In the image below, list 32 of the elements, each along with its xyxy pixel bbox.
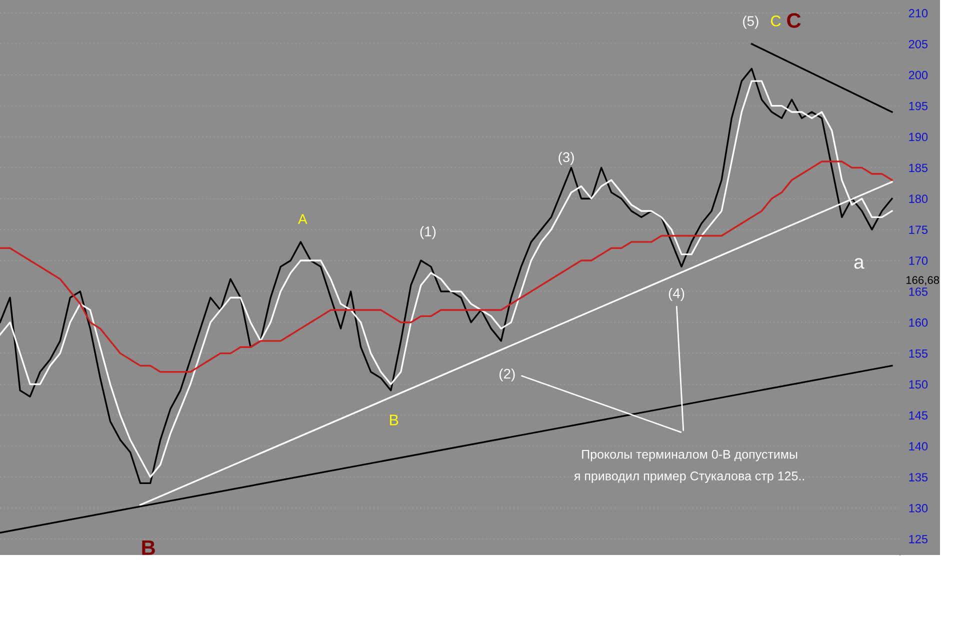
annotation: (3) <box>558 152 574 165</box>
annotation: (4) <box>668 288 684 301</box>
y-tick-label: 190 <box>909 132 928 142</box>
y-tick-label: 160 <box>909 318 928 327</box>
text: 166,68 <box>906 276 940 286</box>
y-tick-label: 140 <box>909 442 928 450</box>
y-tick-label: 180 <box>909 194 928 204</box>
y-tick-label: 205 <box>908 40 928 48</box>
annotation: C <box>787 13 801 28</box>
y-tick-label: 150 <box>909 380 928 389</box>
y-tick-label: 175 <box>909 226 928 234</box>
annotation: B <box>390 414 398 426</box>
annotation: a <box>854 258 864 269</box>
annotation: я приводил пример Стукалова стр 125.. <box>574 472 804 483</box>
y-tick-label: 155 <box>909 349 928 358</box>
y-tick-label: 210 <box>908 9 928 18</box>
y-tick-label: 195 <box>909 102 928 110</box>
y-tick-label: 170 <box>909 256 928 265</box>
y-tick-label: 165 <box>909 287 928 296</box>
annotation: Проколы терминалом 0-В допустимы <box>582 450 798 462</box>
annotation: B <box>142 540 155 555</box>
y-tick-label: 125 <box>909 534 928 544</box>
annotation: A <box>298 214 308 224</box>
y-tick-label: 130 <box>909 504 928 512</box>
y-tick-label: 200 <box>908 70 928 80</box>
annotation: (2) <box>500 368 515 382</box>
y-tick-label: 135 <box>909 473 928 482</box>
y-tick-label: 145 <box>909 411 928 420</box>
annotation: C <box>770 16 781 26</box>
annotation: (5) <box>743 16 758 29</box>
y-tick-label: 185 <box>909 164 928 172</box>
annotation: (1) <box>420 226 436 240</box>
